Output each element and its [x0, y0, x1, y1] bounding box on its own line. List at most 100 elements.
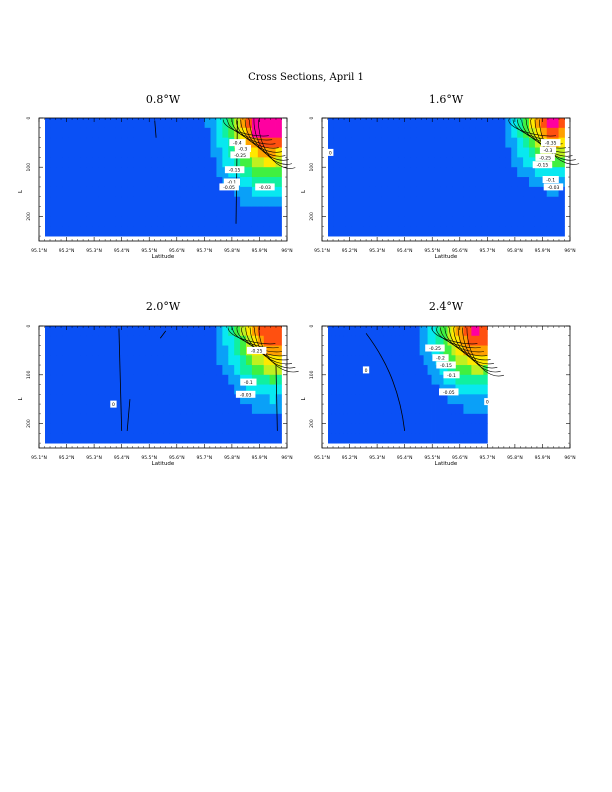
- heatmap-cell: [104, 355, 111, 366]
- heatmap-cell: [523, 177, 530, 188]
- heatmap-cell: [216, 404, 223, 415]
- x-tick-label: 95.9°N: [252, 455, 268, 461]
- heatmap-cell: [110, 157, 117, 168]
- heatmap-cell: [68, 167, 75, 178]
- heatmap-cell: [74, 374, 81, 385]
- heatmap-cell: [371, 355, 377, 366]
- heatmap-cell: [387, 365, 393, 376]
- heatmap-cell: [347, 404, 353, 415]
- heatmap-cell: [269, 394, 276, 405]
- heatmap-cell: [139, 355, 146, 366]
- heatmap-cell: [86, 137, 93, 148]
- heatmap-cell: [210, 365, 217, 376]
- panel-title: 0.8°W: [146, 93, 181, 106]
- heatmap-cell: [175, 374, 182, 385]
- heatmap-cell: [180, 157, 188, 168]
- heatmap-cell: [422, 157, 429, 168]
- heatmap-cell: [62, 147, 70, 158]
- heatmap-cell: [127, 326, 135, 337]
- heatmap-cell: [86, 216, 93, 227]
- heatmap-cell: [475, 177, 483, 188]
- heatmap-cell: [328, 206, 335, 217]
- heatmap-cell: [499, 167, 506, 178]
- heatmap-cell: [234, 157, 241, 168]
- heatmap-cell: [483, 365, 488, 376]
- heatmap-cell: [398, 118, 406, 129]
- heatmap-cell: [404, 118, 412, 129]
- heatmap-cell: [56, 186, 64, 198]
- heatmap-cell: [379, 355, 385, 366]
- heatmap-cell: [529, 137, 536, 148]
- heatmap-cell: [387, 345, 393, 356]
- heatmap-cell: [127, 394, 135, 405]
- heatmap-cell: [175, 335, 182, 346]
- heatmap-cell: [517, 177, 524, 188]
- heatmap-cell: [367, 326, 373, 337]
- heatmap-cell: [145, 206, 152, 217]
- heatmap-cell: [404, 137, 412, 148]
- heatmap-cell: [110, 384, 117, 395]
- heatmap-cell: [127, 355, 135, 366]
- heatmap-cell: [446, 127, 453, 139]
- heatmap-cell: [263, 433, 271, 444]
- heatmap-cell: [428, 177, 435, 188]
- heatmap-cell: [62, 177, 70, 188]
- heatmap-cell: [443, 394, 448, 405]
- heatmap-cell: [379, 345, 385, 356]
- heatmap-cell: [398, 216, 406, 227]
- heatmap-cell: [204, 365, 211, 376]
- heatmap-cell: [115, 394, 123, 405]
- heatmap-cell: [104, 167, 111, 178]
- heatmap-cell: [440, 216, 447, 227]
- heatmap-cell: [439, 423, 444, 434]
- heatmap-cell: [439, 335, 444, 346]
- heatmap-cell: [192, 423, 200, 434]
- heatmap-cell: [275, 226, 282, 237]
- heatmap-cell: [459, 355, 464, 366]
- heatmap-cell: [210, 177, 217, 188]
- heatmap-cell: [351, 384, 357, 395]
- contour-label-box: [255, 183, 275, 191]
- heatmap-cell: [469, 147, 477, 158]
- contour-label: -0.25: [429, 346, 441, 352]
- heatmap-cell: [534, 127, 542, 139]
- heatmap-cell: [415, 326, 421, 337]
- heatmap-cell: [175, 157, 182, 168]
- heatmap-cell: [133, 167, 140, 178]
- heatmap-cell: [558, 137, 565, 148]
- heatmap-cell: [240, 157, 247, 168]
- heatmap-cell: [228, 206, 235, 217]
- heatmap-cell: [263, 177, 271, 188]
- heatmap-cell: [139, 423, 146, 434]
- heatmap-cell: [379, 326, 385, 337]
- heatmap-cell: [422, 216, 429, 227]
- heatmap-cell: [558, 127, 565, 139]
- heatmap-cell: [339, 394, 345, 405]
- heatmap-cell: [404, 226, 412, 237]
- heatmap-cell: [517, 157, 524, 168]
- heatmap-cell: [92, 147, 99, 158]
- contour-label-box: [541, 139, 561, 147]
- heatmap-cell: [529, 216, 536, 227]
- heatmap-cell: [139, 335, 146, 346]
- heatmap-cell: [175, 118, 182, 129]
- heatmap-cell: [351, 216, 358, 227]
- heatmap-cell: [452, 177, 459, 188]
- heatmap-cell: [455, 326, 460, 337]
- heatmap-cell: [263, 216, 271, 227]
- heatmap-cell: [151, 196, 158, 207]
- heatmap-cell: [169, 147, 176, 158]
- heatmap-cell: [110, 326, 117, 337]
- heatmap-cell: [56, 127, 64, 139]
- heatmap-cell: [381, 206, 388, 217]
- heatmap-cell: [475, 345, 480, 356]
- heatmap-cell: [493, 167, 500, 178]
- heatmap-cell: [234, 335, 241, 346]
- heatmap-cell: [469, 118, 477, 129]
- heatmap-cell: [68, 394, 75, 405]
- heatmap-cell: [204, 423, 211, 434]
- heatmap-cell: [458, 118, 465, 129]
- heatmap-cell: [216, 137, 223, 148]
- heatmap-cell: [257, 413, 265, 424]
- heatmap-cell: [475, 186, 483, 198]
